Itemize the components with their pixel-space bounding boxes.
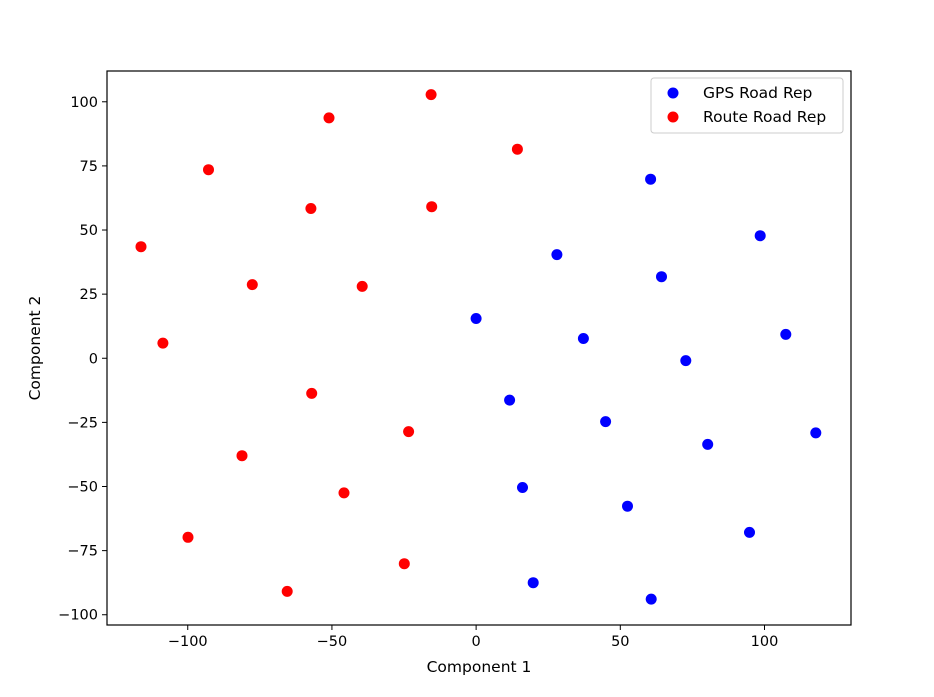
route-road-rep-point [246, 279, 258, 291]
legend-marker-gps-road-rep [667, 87, 679, 99]
x-tick-label: −100 [168, 634, 208, 650]
plot-frame [106, 70, 852, 626]
gps-road-rep-point [470, 313, 482, 324]
y-tick-label: 0 [89, 351, 98, 367]
series-route-road-rep [135, 89, 523, 597]
gps-road-rep-point [780, 328, 792, 340]
gps-road-rep-point [680, 355, 692, 367]
legend-label-gps-road-rep: GPS Road Rep [703, 84, 812, 102]
gps-road-rep-point [810, 427, 822, 439]
route-road-rep-point [203, 164, 214, 176]
gps-road-rep-point [702, 438, 714, 450]
legend-label-route-road-rep: Route Road Rep [703, 108, 826, 126]
route-road-rep-point [403, 426, 415, 438]
route-road-rep-point [426, 201, 438, 213]
gps-road-rep-point [645, 593, 657, 605]
route-road-rep-point [511, 143, 523, 155]
gps-road-rep-point [504, 394, 516, 406]
route-road-rep-point [425, 89, 437, 101]
x-tick-label: −50 [317, 634, 348, 650]
route-road-rep-point [306, 387, 318, 399]
route-road-rep-point [182, 531, 194, 543]
route-road-rep-point [356, 280, 368, 292]
x-tick-label: 100 [751, 634, 779, 650]
y-tick-label: −100 [58, 608, 98, 624]
gps-road-rep-point [600, 416, 612, 428]
y-tick-label: 50 [80, 223, 98, 239]
route-road-rep-point [323, 112, 335, 124]
route-road-rep-point [305, 203, 317, 214]
gps-road-rep-point [622, 500, 633, 512]
gps-road-rep-point [551, 249, 563, 261]
route-road-rep-point [338, 487, 350, 499]
y-tick-label: 25 [80, 287, 98, 303]
x-tick-label: 0 [471, 634, 480, 650]
gps-road-rep-point [645, 173, 657, 185]
legend-box [650, 77, 844, 134]
y-tick-label: 75 [80, 159, 98, 175]
route-road-rep-point [135, 241, 147, 253]
gps-road-rep-point [744, 526, 755, 538]
gps-road-rep-point [754, 230, 766, 242]
plot-background [107, 71, 851, 625]
y-tick-label: 100 [70, 95, 98, 111]
legend: GPS Road Rep Route Road Rep [650, 77, 844, 134]
gps-road-rep-point [577, 333, 589, 344]
y-tick-label: −75 [67, 544, 98, 560]
gps-road-rep-point [527, 577, 539, 589]
route-road-rep-point [236, 450, 248, 462]
points-layer [135, 89, 822, 605]
x-axis-title: Component 1 [427, 658, 532, 676]
gps-road-rep-point [656, 271, 667, 283]
legend-marker-route-road-rep [667, 111, 679, 123]
route-road-rep-point [398, 558, 410, 570]
y-tick-label: −25 [67, 415, 98, 431]
route-road-rep-point [281, 585, 293, 597]
y-tick-label: −50 [67, 480, 98, 496]
gps-road-rep-point [517, 482, 528, 493]
y-axis-title: Component 2 [26, 296, 44, 401]
x-tick-label: 50 [611, 634, 629, 650]
ticks-layer: −100 −50 0 50 100 −100 −75 −50 −25 0 25 50 75 100 [58, 95, 778, 650]
series-gps-road-rep [470, 173, 822, 605]
route-road-rep-point [157, 337, 169, 349]
